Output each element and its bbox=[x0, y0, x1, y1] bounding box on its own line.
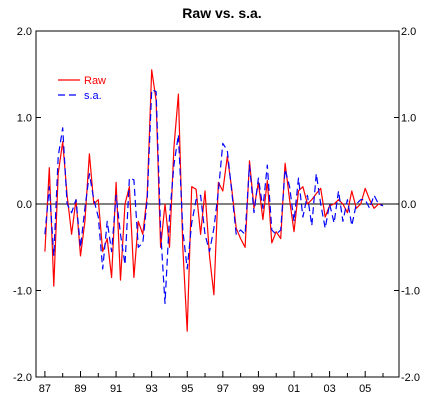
legend: Raw s.a. bbox=[58, 75, 106, 102]
y-tick-label-left: -1.0 bbox=[13, 286, 32, 298]
x-tick-label: 97 bbox=[217, 383, 229, 395]
series-layer bbox=[44, 69, 384, 332]
y-tick-label-right: 1.0 bbox=[401, 113, 416, 125]
y-tick-label-left: -2.0 bbox=[13, 372, 32, 384]
chart-title: Raw vs. s.a. bbox=[182, 5, 261, 21]
x-tick-label: 03 bbox=[323, 383, 335, 395]
series-line-raw bbox=[44, 69, 384, 332]
x-tick-label: 89 bbox=[74, 383, 86, 395]
y-tick-label-right: -1.0 bbox=[401, 286, 420, 298]
x-tick-label: 95 bbox=[181, 383, 193, 395]
x-tick-label: 05 bbox=[359, 383, 371, 395]
y-axis-right: -2.0 -1.0 0.0 1.0 2.0 bbox=[394, 26, 420, 384]
y-axis-left: -2.0 -1.0 0.0 1.0 2.0 bbox=[13, 26, 41, 384]
y-tick-label-right: 2.0 bbox=[401, 26, 416, 38]
x-tick-label: 87 bbox=[39, 383, 51, 395]
y-tick-label-left: 1.0 bbox=[17, 113, 32, 125]
x-tick-label: 91 bbox=[110, 383, 122, 395]
x-axis: 87 89 91 93 95 97 99 01 03 05 bbox=[39, 371, 384, 395]
legend-label: Raw bbox=[84, 75, 106, 87]
x-tick-label: 99 bbox=[252, 383, 264, 395]
y-tick-label-left: 2.0 bbox=[17, 26, 32, 38]
legend-label: s.a. bbox=[84, 90, 102, 102]
y-tick-label-right: 0.0 bbox=[401, 199, 416, 211]
x-tick-label: 01 bbox=[288, 383, 300, 395]
series-line-s-a bbox=[44, 89, 384, 305]
y-tick-label-right: -2.0 bbox=[401, 372, 420, 384]
y-tick-label-left: 0.0 bbox=[17, 199, 32, 211]
x-tick-label: 93 bbox=[146, 383, 158, 395]
